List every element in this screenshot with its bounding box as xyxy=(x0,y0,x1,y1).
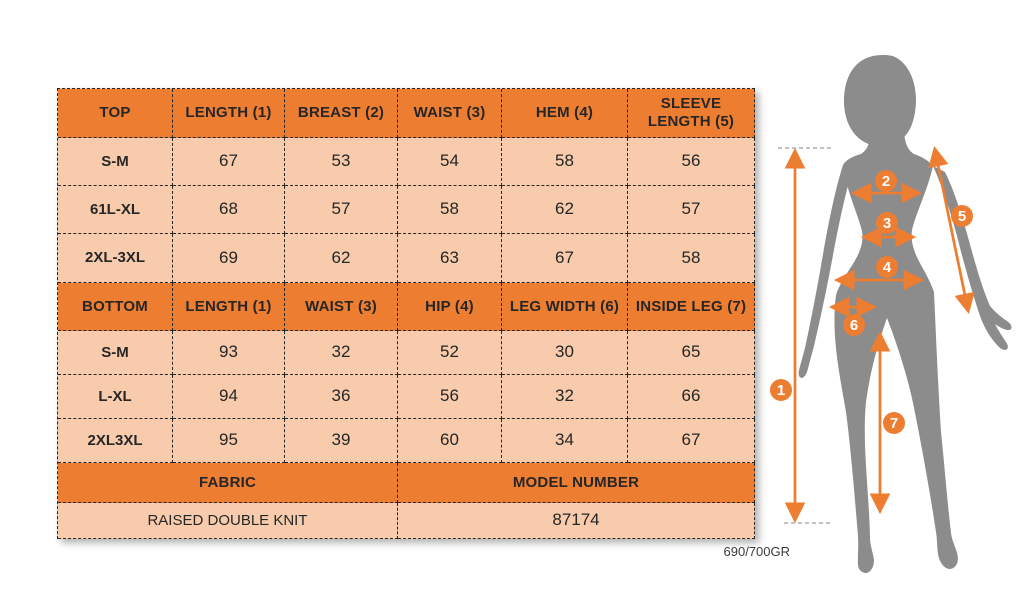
silhouette-head xyxy=(843,55,916,147)
size-value-cell: 62 xyxy=(502,186,628,234)
table-row-top-header: TOP LENGTH (1) BREAST (2) WAIST (3) HEM … xyxy=(58,89,755,138)
size-value-cell: 65 xyxy=(628,331,755,375)
size-value-cell: 57 xyxy=(628,186,755,234)
size-label-cell: 61L-XL xyxy=(58,186,173,234)
measurement-figure: 1 2 3 4 5 6 7 xyxy=(770,55,1012,574)
size-value-cell: 67 xyxy=(502,234,628,283)
size-label-cell: S-M xyxy=(58,331,173,375)
header-cell-hem-4: HEM (4) xyxy=(502,89,628,138)
size-value-cell: 34 xyxy=(502,419,628,463)
size-value-cell: 69 xyxy=(173,234,285,283)
size-label-cell: L-XL xyxy=(58,375,173,419)
size-value-cell: 94 xyxy=(173,375,285,419)
silhouette-body xyxy=(834,132,958,574)
svg-text:4: 4 xyxy=(883,259,892,276)
measure-badge-5: 5 xyxy=(951,205,973,227)
size-value-cell: 56 xyxy=(398,375,502,419)
size-value-cell: 56 xyxy=(628,138,755,186)
svg-text:2: 2 xyxy=(882,173,890,190)
measure-badge-6: 6 xyxy=(843,314,865,336)
table-row-bottom-lxl: L-XL 94 36 56 32 66 xyxy=(58,375,755,419)
svg-text:7: 7 xyxy=(890,415,898,432)
size-value-cell: 58 xyxy=(398,186,502,234)
header-cell-top: TOP xyxy=(58,89,173,138)
size-value-cell: 66 xyxy=(628,375,755,419)
header-cell-length-1: LENGTH (1) xyxy=(173,283,285,331)
size-value-cell: 60 xyxy=(398,419,502,463)
svg-text:1: 1 xyxy=(777,382,785,399)
size-value-cell: 39 xyxy=(285,419,398,463)
model-number-value-cell: 87174 xyxy=(398,503,755,539)
header-cell-fabric: FABRIC xyxy=(58,463,398,503)
size-value-cell: 68 xyxy=(173,186,285,234)
measure-badge-2: 2 xyxy=(875,170,897,192)
size-value-cell: 32 xyxy=(502,375,628,419)
header-cell-waist-3: WAIST (3) xyxy=(398,89,502,138)
svg-text:5: 5 xyxy=(958,208,966,225)
arrow-sleeve-5 xyxy=(928,145,975,315)
measure-badge-3: 3 xyxy=(876,212,898,234)
table-row-bottom-2xl3xl: 2XL3XL 95 39 60 34 67 xyxy=(58,419,755,463)
size-label-cell: 2XL3XL xyxy=(58,419,173,463)
size-value-cell: 67 xyxy=(628,419,755,463)
header-cell-length-1: LENGTH (1) xyxy=(173,89,285,138)
size-value-cell: 30 xyxy=(502,331,628,375)
size-value-cell: 63 xyxy=(398,234,502,283)
size-value-cell: 93 xyxy=(173,331,285,375)
size-value-cell: 95 xyxy=(173,419,285,463)
size-value-cell: 67 xyxy=(173,138,285,186)
size-value-cell: 36 xyxy=(285,375,398,419)
table-row-top-lxl: 61L-XL 68 57 58 62 57 xyxy=(58,186,755,234)
size-value-cell: 62 xyxy=(285,234,398,283)
header-cell-breast-2: BREAST (2) xyxy=(285,89,398,138)
header-cell-inside-leg-7: INSIDE LEG (7) xyxy=(628,283,755,331)
size-value-cell: 57 xyxy=(285,186,398,234)
header-cell-waist-3: WAIST (3) xyxy=(285,283,398,331)
weight-note: 690/700GR xyxy=(723,544,791,559)
header-cell-hip-4: HIP (4) xyxy=(398,283,502,331)
table-row-bottom-header: BOTTOM LENGTH (1) WAIST (3) HIP (4) LEG … xyxy=(58,283,755,331)
silhouette-left-arm xyxy=(798,165,850,378)
size-label-cell: 2XL-3XL xyxy=(58,234,173,283)
svg-text:3: 3 xyxy=(883,215,891,232)
size-value-cell: 58 xyxy=(628,234,755,283)
size-value-cell: 52 xyxy=(398,331,502,375)
size-value-cell: 32 xyxy=(285,331,398,375)
header-cell-model-number: MODEL NUMBER xyxy=(398,463,755,503)
header-cell-bottom: BOTTOM xyxy=(58,283,173,331)
table-row-fabric-values: RAISED DOUBLE KNIT 87174 xyxy=(58,503,755,539)
table-row-fabric-header: FABRIC MODEL NUMBER xyxy=(58,463,755,503)
female-silhouette xyxy=(798,55,1012,574)
measure-badge-4: 4 xyxy=(876,256,898,278)
header-cell-sleeve-length-5: SLEEVE LENGTH (5) xyxy=(628,89,755,138)
size-value-cell: 53 xyxy=(285,138,398,186)
table-row-top-2xl3xl: 2XL-3XL 69 62 63 67 58 xyxy=(58,234,755,283)
measure-badge-1: 1 xyxy=(770,379,792,401)
fabric-value-cell: RAISED DOUBLE KNIT xyxy=(58,503,398,539)
table-row-bottom-sm: S-M 93 32 52 30 65 xyxy=(58,331,755,375)
measure-badge-7: 7 xyxy=(883,412,905,434)
size-label-cell: S-M xyxy=(58,138,173,186)
size-table: TOP LENGTH (1) BREAST (2) WAIST (3) HEM … xyxy=(57,88,755,539)
svg-text:6: 6 xyxy=(850,317,858,334)
size-value-cell: 58 xyxy=(502,138,628,186)
size-value-cell: 54 xyxy=(398,138,502,186)
table-row-top-sm: S-M 67 53 54 58 56 xyxy=(58,138,755,186)
header-cell-leg-width-6: LEG WIDTH (6) xyxy=(502,283,628,331)
